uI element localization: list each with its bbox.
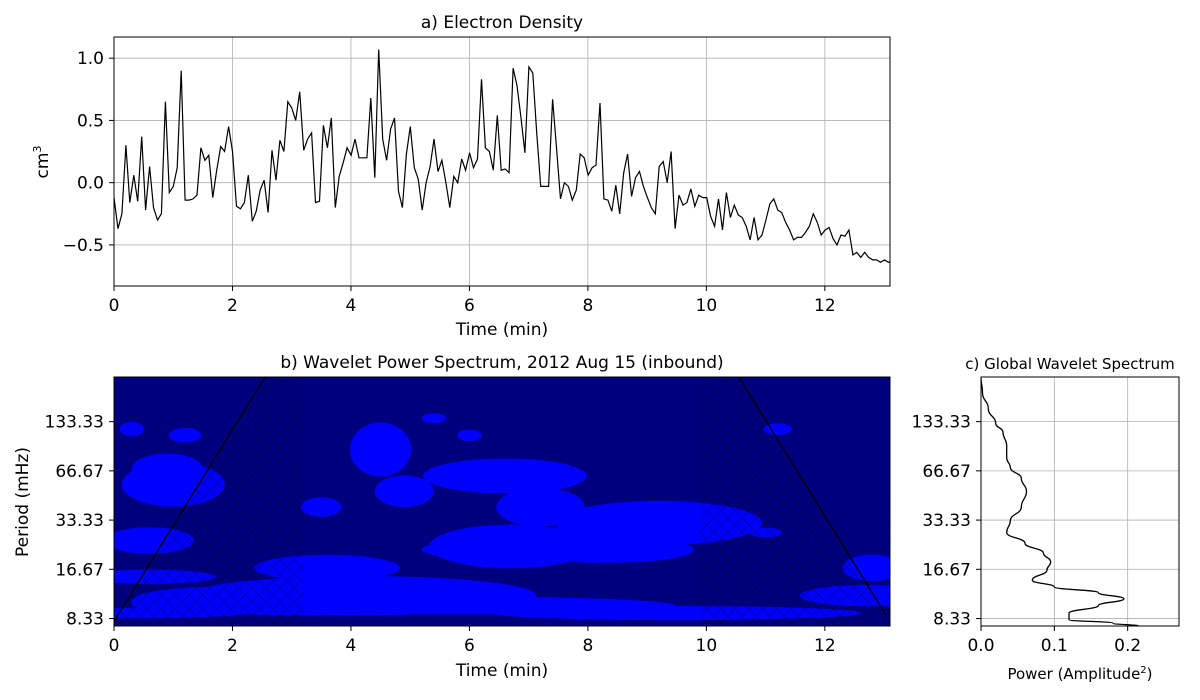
panel-b-ytick-label: 66.67 [55,462,104,482]
panel-a-grid [113,37,890,286]
panel-a-xtick-label: 12 [814,296,836,316]
panel-c-y-ticks: 8.33 16.67 33.33 66.67 133.33 [912,413,981,630]
panel-a-ytick-label: 0.0 [77,174,104,194]
panel-b-xtick-label: 4 [346,636,357,656]
panel-a-xtick-label: 4 [346,296,357,316]
panel-a-frame [113,36,891,287]
panel-c-xtick-label: 0.2 [1114,636,1141,656]
panel-b-contour-level-1 [119,421,144,437]
panel-b-coi-line-left [114,377,266,622]
panel-b-ytick-label: 16.67 [55,560,104,580]
panel-c-xtick-label: 0.1 [1041,636,1068,656]
panel-b-ytick-label: 133.33 [45,413,104,433]
panel-a-ylabel: cm3 [31,146,53,179]
panel-a-series-line [114,49,890,264]
panel-b-xtick-label: 6 [464,636,475,656]
panel-c-x-ticks: 0.0 0.1 0.2 [967,626,1141,656]
panel-c-grid [980,377,1179,626]
panel-c-ytick-label: 66.67 [922,462,971,482]
panel-b-xtick-label: 12 [814,636,836,656]
panel-b-xtick-label: 0 [109,636,120,656]
panel-b-xlabel: Time (min) [455,661,548,681]
panel-b-xtick-label: 10 [696,636,718,656]
panel-b-cone-of-influence [114,377,890,626]
panel-a-xlabel: Time (min) [455,320,548,340]
panel-c-ytick-label: 8.33 [933,610,971,630]
panel-a-ylabel-text: cm [33,153,53,179]
panel-c-title: c) Global Wavelet Spectrum [965,355,1174,373]
panel-c-line-layer [981,377,1140,626]
panel-b-ytick-label: 8.33 [66,610,104,630]
panel-c-xlabel: Power (Amplitude2) [1007,665,1152,683]
panel-b-title: b) Wavelet Power Spectrum, 2012 Aug 15 (… [280,353,723,373]
panel-b-contour-level-1 [421,542,494,557]
panel-b-contour-level-1 [429,524,593,569]
panel-a-xtick-label: 8 [582,296,593,316]
panel-b-contour-level-1 [301,497,342,517]
panel-c-xlabel-text: Power (Amplitude [1007,665,1140,683]
panel-b-contour-level-1 [470,464,576,493]
panel-b-ytick-label: 33.33 [55,511,104,531]
panel-b: b) Wavelet Power Spectrum, 2012 Aug 15 (… [13,353,891,681]
panel-a-ylabel-sup: 3 [31,146,44,153]
panel-b-ylabel: Period (mHz) [13,447,33,557]
panel-c-ytick-label: 133.33 [912,413,971,433]
panel-c-ytick-label: 16.67 [922,560,971,580]
panel-a: a) Electron Density 0 2 4 6 8 10 12 −0.5 0.0 0.5… [31,13,891,340]
panel-b-xtick-label: 2 [227,636,238,656]
panel-a-y-ticks: −0.5 0.0 0.5 1.0 [63,49,114,256]
panel-a-xtick-label: 0 [109,296,120,316]
panel-a-ytick-label: −0.5 [63,236,104,256]
panel-b-x-ticks: 0 2 4 6 8 10 12 [109,626,836,656]
panel-b-contour-level-1 [168,427,202,443]
panel-a-ytick-label: 0.5 [77,111,104,131]
panel-c-ytick-label: 33.33 [922,511,971,531]
panel-a-line-layer [114,49,890,264]
panel-b-xtick-label: 8 [582,636,593,656]
panel-a-x-ticks: 0 2 4 6 8 10 12 [109,286,836,316]
panel-a-title: a) Electron Density [421,13,583,33]
panel-c-xlabel-sup: 2 [1140,665,1146,676]
panel-b-contour-level-1 [457,429,482,442]
panel-b-coi-line-right [738,377,888,617]
panel-b-frame [113,376,891,627]
panel-c: c) Global Wavelet Spectrum 0.0 0.1 0.2 8.3… [912,355,1180,683]
panel-a-xtick-label: 6 [464,296,475,316]
panel-b-contour-level-1 [374,475,434,508]
panel-b-coi-hatch-right [700,377,890,626]
panel-a-xtick-label: 2 [227,296,238,316]
panel-b-contour-level-1 [421,413,447,424]
panel-b-contour-level-1 [349,422,412,477]
panel-a-ytick-label: 1.0 [77,49,104,69]
panel-c-series-line [981,377,1140,626]
panel-b-contour-level-1 [131,453,204,486]
panel-b-y-ticks: 8.33 16.67 33.33 66.67 133.33 [45,413,114,630]
panel-c-xlabel-suffix: ) [1147,665,1153,683]
panel-c-frame [980,376,1180,627]
panel-b-coi-hatch-left [114,377,304,626]
panel-c-xtick-label: 0.0 [967,636,994,656]
panel-a-xtick-label: 10 [696,296,718,316]
